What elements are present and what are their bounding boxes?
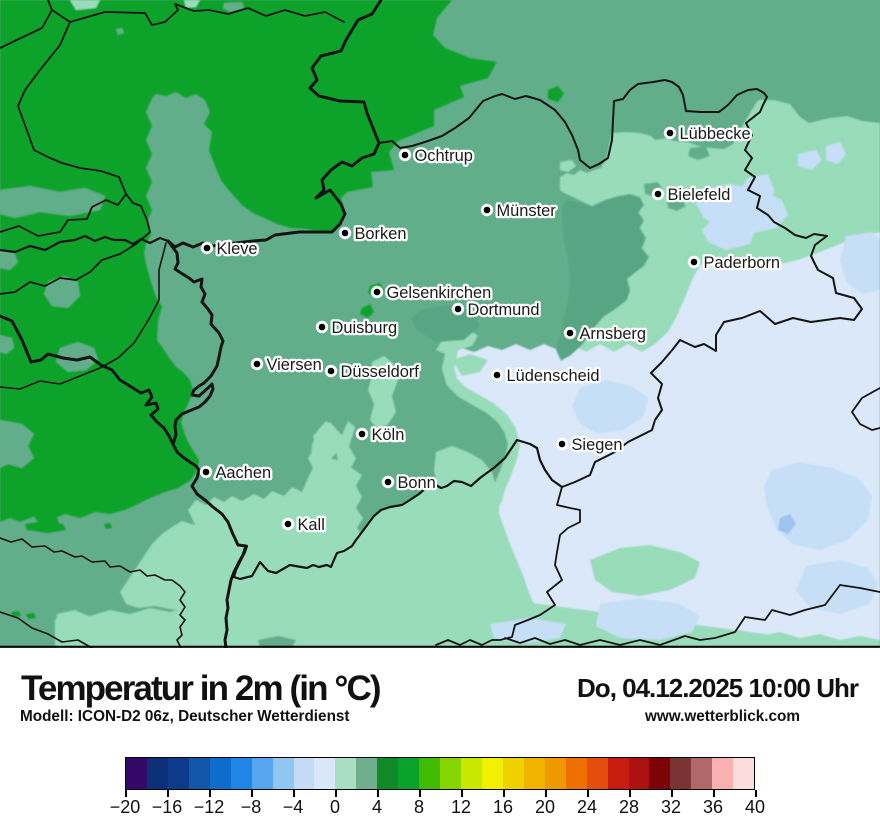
svg-text:Arnsberg: Arnsberg (580, 325, 647, 343)
svg-text:Aachen: Aachen (216, 464, 272, 482)
svg-text:Lübbecke: Lübbecke (680, 125, 751, 143)
svg-text:Düsseldorf: Düsseldorf (341, 363, 420, 381)
svg-text:Viersen: Viersen (267, 356, 322, 374)
svg-text:Ochtrup: Ochtrup (415, 147, 473, 165)
svg-text:Münster: Münster (497, 202, 557, 220)
svg-text:Borken: Borken (355, 225, 407, 243)
svg-text:Gelsenkirchen: Gelsenkirchen (387, 284, 492, 302)
svg-text:Siegen: Siegen (572, 436, 623, 454)
svg-text:Lüdenscheid: Lüdenscheid (507, 367, 600, 385)
svg-text:Kall: Kall (298, 516, 325, 534)
svg-text:Bielefeld: Bielefeld (668, 186, 731, 204)
svg-text:Dortmund: Dortmund (468, 301, 540, 319)
svg-text:Kleve: Kleve (217, 240, 258, 258)
svg-text:Bonn: Bonn (398, 474, 436, 492)
svg-text:Duisburg: Duisburg (332, 319, 398, 337)
svg-text:Köln: Köln (372, 426, 405, 444)
svg-text:Paderborn: Paderborn (704, 254, 781, 272)
